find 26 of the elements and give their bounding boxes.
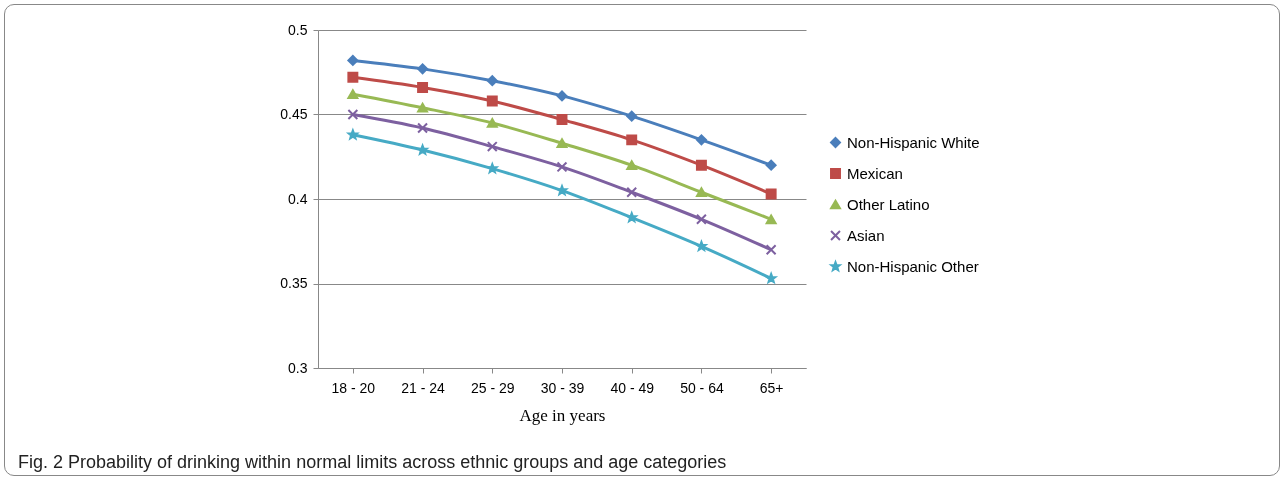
point — [695, 213, 707, 225]
legend-label: Mexican — [847, 164, 903, 182]
point — [626, 186, 638, 198]
x-tick-label: 50 - 64 — [680, 379, 724, 396]
y-tick-label: 0.4 — [288, 190, 308, 207]
point — [486, 141, 498, 153]
x-tick-label: 65+ — [759, 379, 784, 396]
legend-label: Other Latino — [847, 195, 930, 213]
legend-label: Non-Hispanic Other — [847, 257, 979, 275]
y-tick-label: 0.3 — [288, 359, 308, 376]
point — [765, 244, 777, 256]
x-tick-label: 40 - 49 — [610, 379, 655, 396]
point — [417, 122, 429, 134]
y-tick-label: 0.5 — [288, 21, 308, 38]
x-tick-label: 25 - 29 — [470, 379, 515, 396]
x-axis-title: Age in years — [519, 405, 606, 425]
y-tick-label: 0.35 — [280, 275, 308, 291]
x-tick-label: 30 - 39 — [540, 379, 585, 396]
legend-label: Asian — [847, 226, 885, 244]
y-tick-label: 0.45 — [280, 106, 308, 122]
point — [347, 109, 359, 120]
x-tick-label: 21 - 24 — [401, 379, 446, 396]
legend-label: Non-Hispanic White — [847, 133, 980, 151]
x-tick-label: 18 - 20 — [331, 379, 376, 396]
caption: Fig. 2 Probability of drinking within normal limits across ethnic groups and age categories — [18, 452, 727, 473]
point — [556, 161, 568, 173]
